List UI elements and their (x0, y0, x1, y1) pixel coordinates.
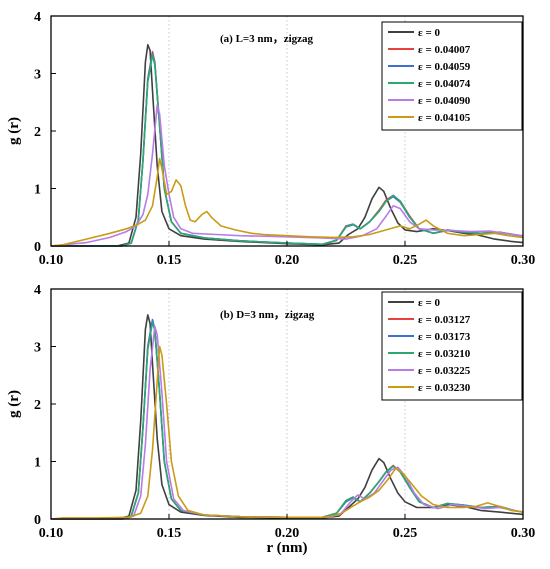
chart-panel-a: 0.10 0.15 0.20 0.25 0.30 0 1 2 3 4 g (r) (a) L=3 nm… (6, 10, 535, 268)
y-tick-label: 1 (34, 456, 41, 471)
y-tick-label: 1 (34, 183, 41, 198)
x-tick-label: 0.20 (275, 253, 300, 268)
legend-entry: ε = 0.04074 (418, 78, 471, 90)
x-tick-label: 0.10 (39, 253, 64, 268)
legend-entry: ε = 0 (418, 27, 440, 39)
panel-title: (a) L=3 nm，zigzag (220, 33, 314, 45)
x-tick-label: 0.15 (157, 253, 182, 268)
legend-entry: ε = 0.04090 (418, 95, 471, 107)
series-line-4 (51, 54, 524, 247)
y-tick-label: 3 (34, 341, 41, 356)
legend: ε = 0 ε = 0.04007 ε = 0.04059 ε = 0.04074 ε … (381, 21, 523, 131)
y-tick-label: 0 (34, 240, 41, 255)
y-axis-label: g (r) (6, 390, 22, 418)
y-tick-label: 2 (34, 125, 41, 140)
legend-box (381, 21, 523, 131)
legend-entry: ε = 0.04059 (418, 61, 471, 73)
legend-entry: ε = 0.04007 (418, 44, 471, 56)
legend-entry: ε = 0.03210 (418, 348, 471, 360)
legend-entry: ε = 0.03230 (418, 382, 471, 394)
legend-entry: ε = 0.03173 (418, 331, 471, 343)
x-tick-label: 0.30 (511, 526, 536, 541)
legend: ε = 0 ε = 0.03127 ε = 0.03173 ε = 0.03210 ε … (381, 291, 523, 401)
y-tick-label: 3 (34, 68, 41, 83)
panel-title: (b) D=3 nm，zigzag (220, 309, 315, 321)
series-line-6 (50, 345, 524, 520)
series-line-6 (50, 157, 524, 247)
x-tick-label: 0.25 (393, 253, 418, 268)
y-tick-label: 2 (34, 398, 41, 413)
y-tick-label: 4 (34, 283, 41, 298)
x-tick-label: 0.15 (157, 526, 182, 541)
legend-entry: ε = 0 (418, 297, 440, 309)
y-axis-label: g (r) (6, 117, 22, 145)
x-tick-label: 0.20 (275, 526, 300, 541)
x-tick-label: 0.10 (39, 526, 64, 541)
x-axis-label: r (nm) (267, 540, 308, 556)
legend-entry: ε = 0.03225 (418, 365, 471, 377)
y-tick-label: 0 (34, 513, 41, 528)
x-tick-label: 0.25 (393, 526, 418, 541)
x-tick-label: 0.30 (511, 253, 536, 268)
series-line-5 (50, 104, 524, 247)
y-tick-label: 4 (34, 10, 41, 25)
legend-box (381, 291, 523, 401)
legend-entry: ε = 0.03127 (418, 314, 471, 326)
chart-panel-b: 0.10 0.15 0.20 0.25 0.30 0 1 2 3 4 g (r) r (nm) (b) … (6, 283, 535, 556)
legend-entry: ε = 0.04105 (418, 112, 471, 124)
